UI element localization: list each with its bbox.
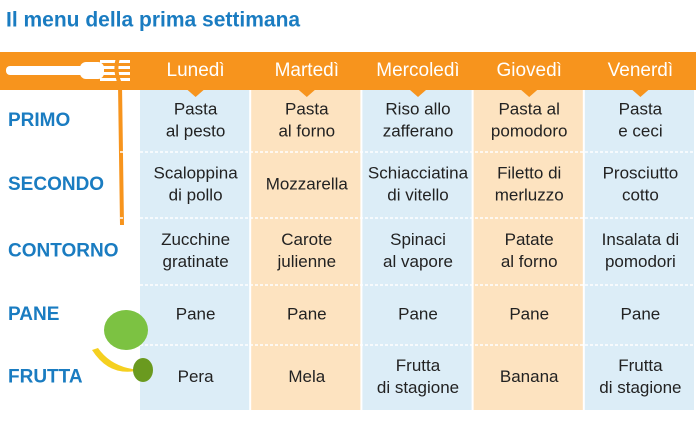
cell-text: di stagione bbox=[599, 378, 681, 397]
cell-text: al vapore bbox=[383, 252, 453, 271]
pointer bbox=[521, 90, 538, 97]
column-header: Giovedì bbox=[496, 60, 561, 81]
cell-text: Mela bbox=[288, 367, 325, 386]
cell-text: Scaloppina bbox=[154, 163, 239, 182]
cell-text: Pane bbox=[621, 304, 661, 323]
cell-text: Zucchine bbox=[161, 230, 230, 249]
cell-text: di vitello bbox=[387, 185, 448, 204]
cell-text: Filetto di bbox=[497, 163, 561, 182]
cell-text: di pollo bbox=[169, 185, 223, 204]
cell-text: Schiacciatina bbox=[368, 163, 469, 182]
column-header: Lunedì bbox=[167, 60, 225, 81]
pointer bbox=[298, 90, 315, 97]
column-header: Mercoledì bbox=[376, 60, 459, 81]
cell-text: Pasta al bbox=[498, 99, 559, 118]
cell-text: zafferano bbox=[383, 121, 454, 140]
cell-text: cotto bbox=[622, 185, 659, 204]
cell-text: pomodori bbox=[605, 252, 676, 271]
cell-text: Spinaci bbox=[390, 230, 446, 249]
column-bg bbox=[251, 90, 361, 410]
fruit-icon bbox=[92, 310, 153, 382]
cell-text: pomodoro bbox=[491, 121, 568, 140]
cell-text: Mozzarella bbox=[266, 174, 349, 193]
cell-text: Patate bbox=[505, 230, 554, 249]
cell-text: Frutta bbox=[396, 356, 441, 375]
column-bg bbox=[473, 90, 583, 410]
row-label: SECONDO bbox=[8, 174, 104, 195]
cell-text: Carote bbox=[281, 230, 332, 249]
header-band bbox=[0, 52, 696, 90]
cell-text: al pesto bbox=[166, 121, 226, 140]
cell-text: e ceci bbox=[618, 121, 662, 140]
row-label: PRIMO bbox=[8, 110, 70, 131]
cell-text: Pane bbox=[176, 304, 216, 323]
pointer bbox=[410, 90, 426, 97]
column-bg bbox=[362, 90, 472, 410]
cell-text: al forno bbox=[278, 121, 335, 140]
cell-text: Pane bbox=[398, 304, 438, 323]
cell-text: Pasta bbox=[619, 99, 663, 118]
cell-text: Banana bbox=[500, 367, 559, 386]
column-bg bbox=[584, 90, 694, 410]
row-label: FRUTTA bbox=[8, 367, 83, 388]
cell-text: Pane bbox=[287, 304, 327, 323]
title: Il menu della prima settimana bbox=[6, 9, 300, 32]
cell-text: merluzzo bbox=[495, 185, 564, 204]
cell-text: Pera bbox=[178, 367, 214, 386]
fork-icon bbox=[6, 57, 130, 226]
cell-text: Prosciutto bbox=[603, 163, 679, 182]
fruit-shape bbox=[133, 358, 153, 382]
cell-text: di stagione bbox=[377, 378, 459, 397]
cell-text: Pasta bbox=[174, 99, 218, 118]
cell-text: julienne bbox=[276, 252, 336, 271]
row-label: PANE bbox=[8, 304, 59, 325]
cell-text: Frutta bbox=[618, 356, 663, 375]
cell-text: Insalata di bbox=[602, 230, 680, 249]
cell-text: Pane bbox=[509, 304, 549, 323]
pointer bbox=[187, 90, 204, 97]
pointer bbox=[632, 90, 649, 97]
cell-text: al forno bbox=[501, 252, 558, 271]
fruit-shape bbox=[104, 310, 148, 350]
fruit-shape bbox=[92, 348, 140, 372]
cell-text: gratinate bbox=[163, 252, 229, 271]
row-label: CONTORNO bbox=[8, 241, 118, 262]
column-header: Martedì bbox=[275, 60, 339, 81]
column-header: Venerdì bbox=[608, 60, 674, 81]
column-bg bbox=[140, 90, 250, 410]
cell-text: Pasta bbox=[285, 99, 329, 118]
cell-text: Riso allo bbox=[385, 99, 450, 118]
